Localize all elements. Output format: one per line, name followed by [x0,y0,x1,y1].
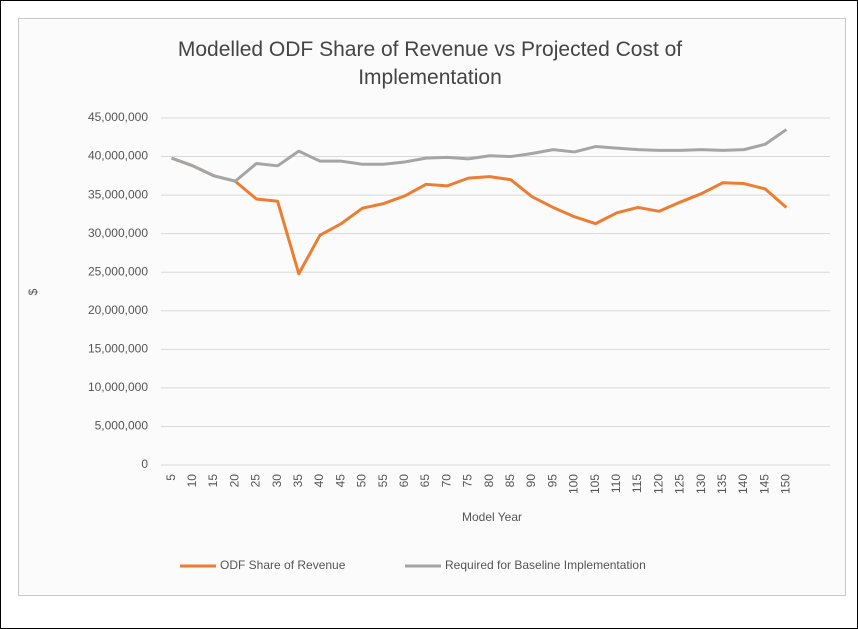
x-tick-label: 90 [524,474,538,488]
y-tick-label: 30,000,000 [88,226,148,240]
series-line [171,128,788,183]
x-tick-label: 115 [630,474,644,493]
x-tick-label: 25 [249,474,263,488]
x-tick-label: 140 [736,474,750,494]
y-tick-label: 15,000,000 [88,342,148,356]
series-line [171,156,788,276]
x-tick-label: 125 [673,474,687,494]
chart-title: Modelled ODF Share of Revenue vs Project… [177,38,683,89]
x-tick-label: 5 [164,474,178,481]
y-tick-label: 20,000,000 [88,303,148,317]
x-tick-label: 55 [376,474,390,488]
x-tick-label: 50 [355,474,369,488]
x-tick-label: 145 [757,474,771,494]
x-tick-label: 95 [545,474,559,488]
legend-label: Required for Baseline Implementation [445,558,646,572]
x-tick-label: 40 [312,474,326,488]
x-tick-label: 130 [694,474,708,494]
x-tick-label: 150 [779,474,793,494]
x-tick-label: 105 [588,474,602,494]
x-tick-label: 110 [609,474,623,493]
x-axis-label: Model Year [462,510,522,524]
x-tick-label: 60 [397,474,411,488]
x-tick-label: 80 [482,474,496,488]
y-tick-label: 10,000,000 [88,380,148,394]
y-tick-label: 5,000,000 [95,419,149,433]
y-tick-label: 40,000,000 [88,149,148,163]
chart-area [18,18,846,596]
x-tick-label: 20 [227,474,241,488]
x-tick-label: 35 [291,474,305,488]
x-tick-label: 15 [206,474,220,488]
x-tick-label: 120 [651,474,665,494]
y-tick-label: 25,000,000 [88,264,148,278]
x-tick-label: 85 [503,474,517,488]
x-tick-label: 70 [439,474,453,488]
y-tick-label: 35,000,000 [88,187,148,201]
x-tick-label: 100 [567,474,581,494]
x-tick-label: 45 [333,474,347,488]
x-tick-label: 10 [185,474,199,488]
y-tick-label: 45,000,000 [88,110,148,124]
legend-label: ODF Share of Revenue [220,558,346,572]
x-tick-label: 65 [418,474,432,488]
x-tick-label: 75 [461,474,475,488]
y-tick-label: 0 [141,457,148,471]
y-axis-label: $ [26,288,40,295]
x-tick-label: 30 [270,474,284,488]
x-tick-label: 135 [715,474,729,494]
